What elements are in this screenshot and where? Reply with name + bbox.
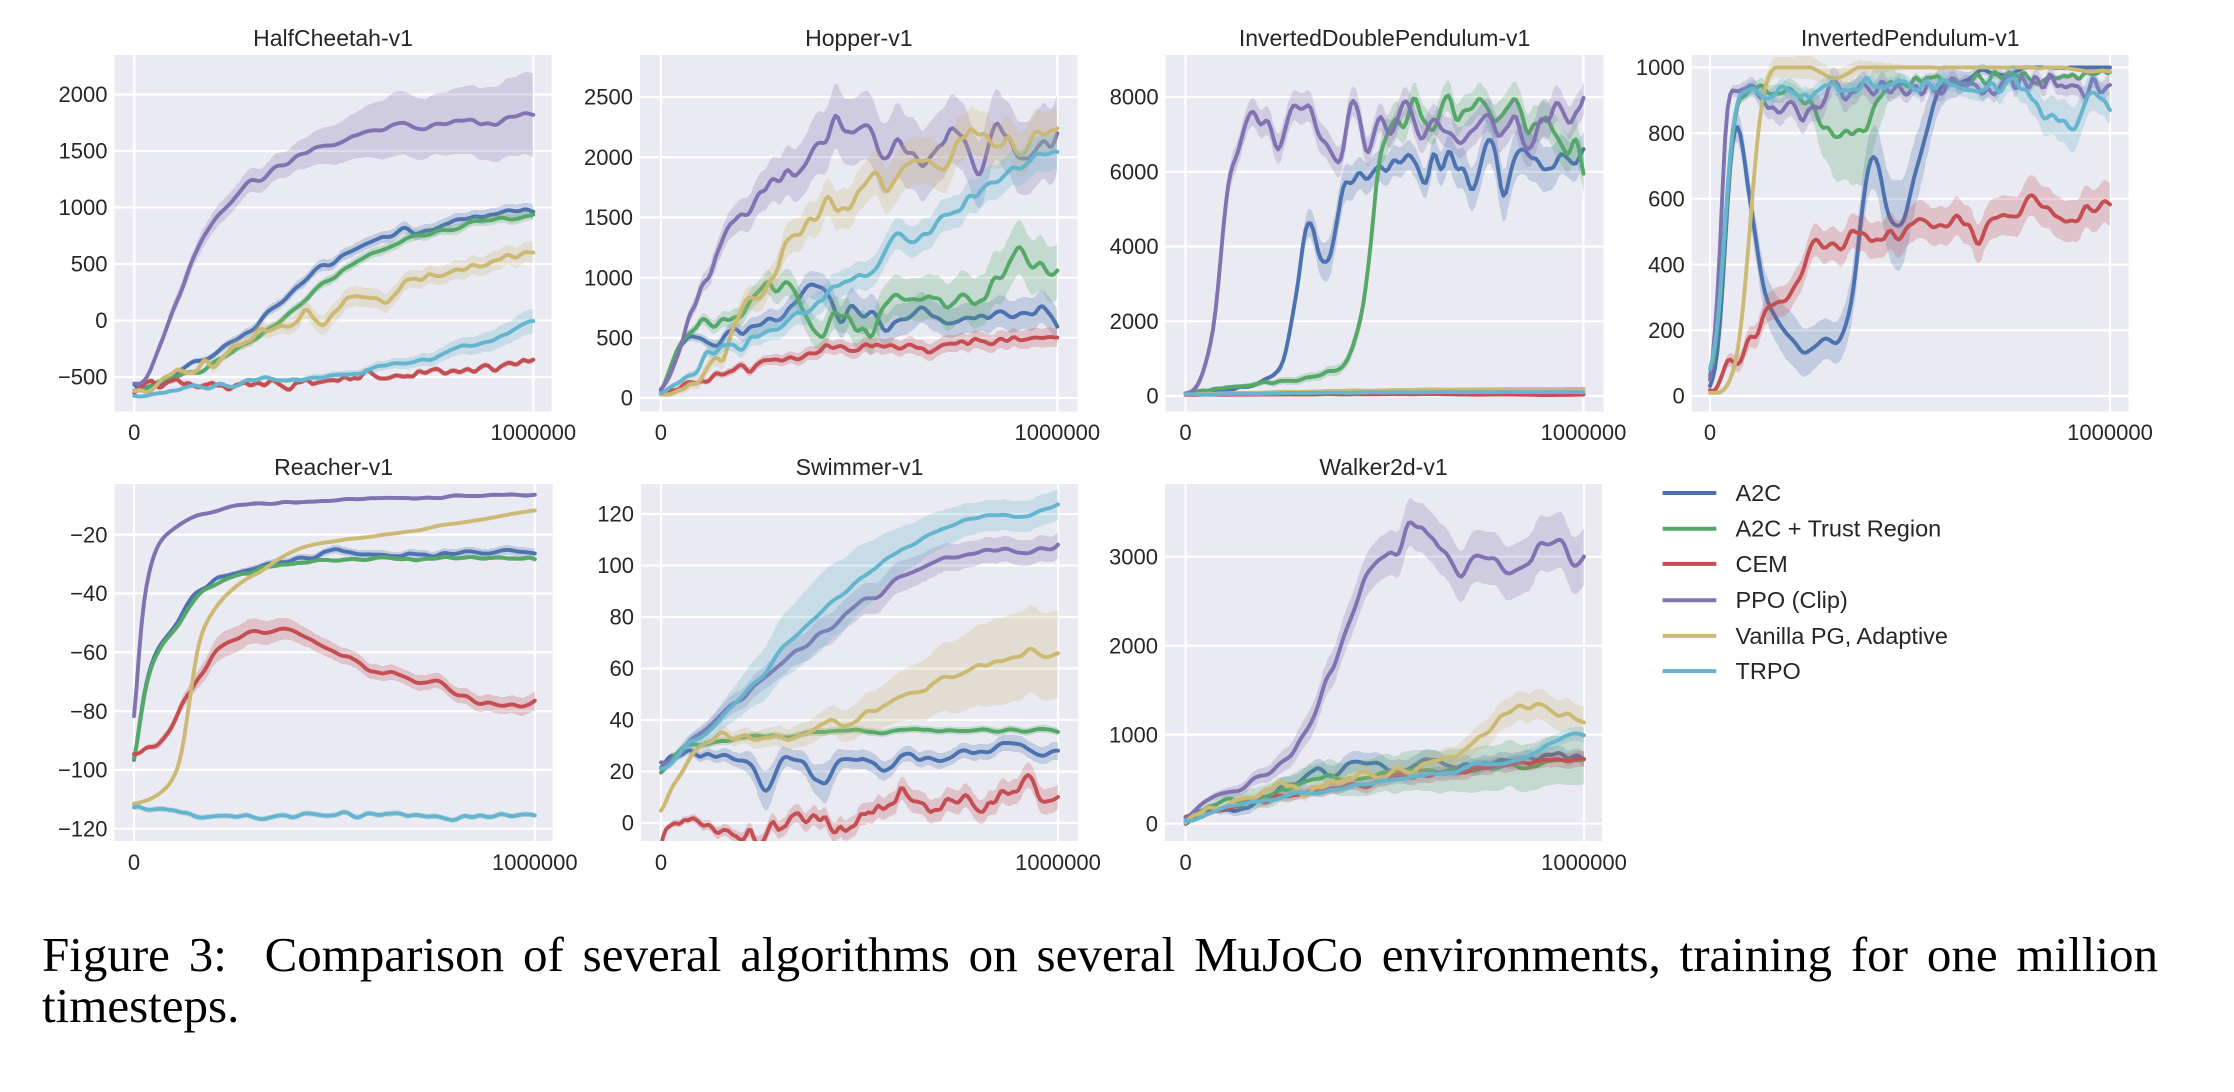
svg-text:0: 0	[128, 420, 140, 445]
svg-text:3000: 3000	[1109, 544, 1158, 569]
svg-text:600: 600	[1648, 187, 1685, 212]
svg-text:−80: −80	[70, 699, 107, 724]
svg-text:Hopper-v1: Hopper-v1	[805, 25, 912, 51]
svg-text:CEM: CEM	[1736, 551, 1788, 577]
svg-text:TRPO: TRPO	[1736, 658, 1801, 684]
svg-text:Vanilla PG, Adaptive: Vanilla PG, Adaptive	[1736, 623, 1949, 649]
svg-text:0: 0	[1179, 420, 1191, 445]
svg-text:−40: −40	[70, 581, 107, 606]
svg-text:1500: 1500	[59, 139, 108, 164]
svg-text:1000000: 1000000	[490, 420, 576, 445]
svg-text:0: 0	[655, 850, 667, 875]
svg-text:800: 800	[1648, 121, 1685, 146]
svg-text:1000000: 1000000	[1541, 420, 1627, 445]
svg-text:1000: 1000	[584, 265, 633, 290]
svg-text:2000: 2000	[584, 145, 633, 170]
svg-text:1000: 1000	[59, 195, 108, 220]
svg-text:4000: 4000	[1110, 234, 1159, 259]
svg-text:Walker2d-v1: Walker2d-v1	[1319, 454, 1447, 480]
svg-text:8000: 8000	[1110, 85, 1159, 110]
svg-text:1000000: 1000000	[492, 850, 578, 875]
svg-text:0: 0	[1704, 420, 1716, 445]
svg-text:0: 0	[1673, 384, 1685, 409]
svg-text:−500: −500	[58, 365, 108, 390]
svg-text:HalfCheetah-v1: HalfCheetah-v1	[253, 25, 413, 51]
svg-text:1000: 1000	[1109, 722, 1158, 747]
svg-text:200: 200	[1648, 318, 1685, 343]
svg-text:−120: −120	[58, 816, 108, 841]
svg-text:2000: 2000	[59, 82, 108, 107]
svg-text:1000000: 1000000	[1015, 850, 1101, 875]
svg-text:A2C + Trust Region: A2C + Trust Region	[1736, 516, 1942, 542]
svg-text:InvertedDoublePendulum-v1: InvertedDoublePendulum-v1	[1239, 25, 1531, 51]
svg-text:1000000: 1000000	[2067, 420, 2153, 445]
svg-text:100: 100	[597, 553, 634, 578]
svg-text:20: 20	[610, 759, 634, 784]
svg-text:500: 500	[596, 326, 633, 351]
svg-text:1500: 1500	[584, 205, 633, 230]
svg-text:0: 0	[1146, 811, 1158, 836]
svg-text:0: 0	[128, 850, 140, 875]
svg-text:0: 0	[95, 308, 107, 333]
svg-text:1000: 1000	[1636, 55, 1685, 80]
svg-text:Reacher-v1: Reacher-v1	[274, 454, 393, 480]
svg-text:80: 80	[610, 605, 634, 630]
svg-text:0: 0	[655, 420, 667, 445]
svg-text:A2C: A2C	[1736, 480, 1782, 506]
svg-text:InvertedPendulum-v1: InvertedPendulum-v1	[1801, 25, 2020, 51]
svg-text:−100: −100	[58, 758, 108, 783]
svg-text:Swimmer-v1: Swimmer-v1	[796, 454, 924, 480]
svg-text:2000: 2000	[1110, 309, 1159, 334]
svg-text:400: 400	[1648, 252, 1685, 277]
svg-text:0: 0	[622, 811, 634, 836]
svg-text:−20: −20	[70, 522, 107, 547]
svg-text:40: 40	[610, 708, 634, 733]
svg-text:1000000: 1000000	[1014, 420, 1100, 445]
svg-text:−60: −60	[70, 640, 107, 665]
svg-text:0: 0	[621, 386, 633, 411]
svg-text:1000000: 1000000	[1541, 850, 1627, 875]
svg-text:120: 120	[597, 502, 634, 527]
svg-text:0: 0	[1179, 850, 1191, 875]
svg-text:500: 500	[71, 252, 108, 277]
svg-text:PPO (Clip): PPO (Clip)	[1736, 587, 1848, 613]
svg-text:0: 0	[1146, 384, 1158, 409]
svg-text:6000: 6000	[1110, 159, 1159, 184]
svg-text:2500: 2500	[584, 85, 633, 110]
svg-text:60: 60	[610, 656, 634, 681]
svg-text:2000: 2000	[1109, 633, 1158, 658]
